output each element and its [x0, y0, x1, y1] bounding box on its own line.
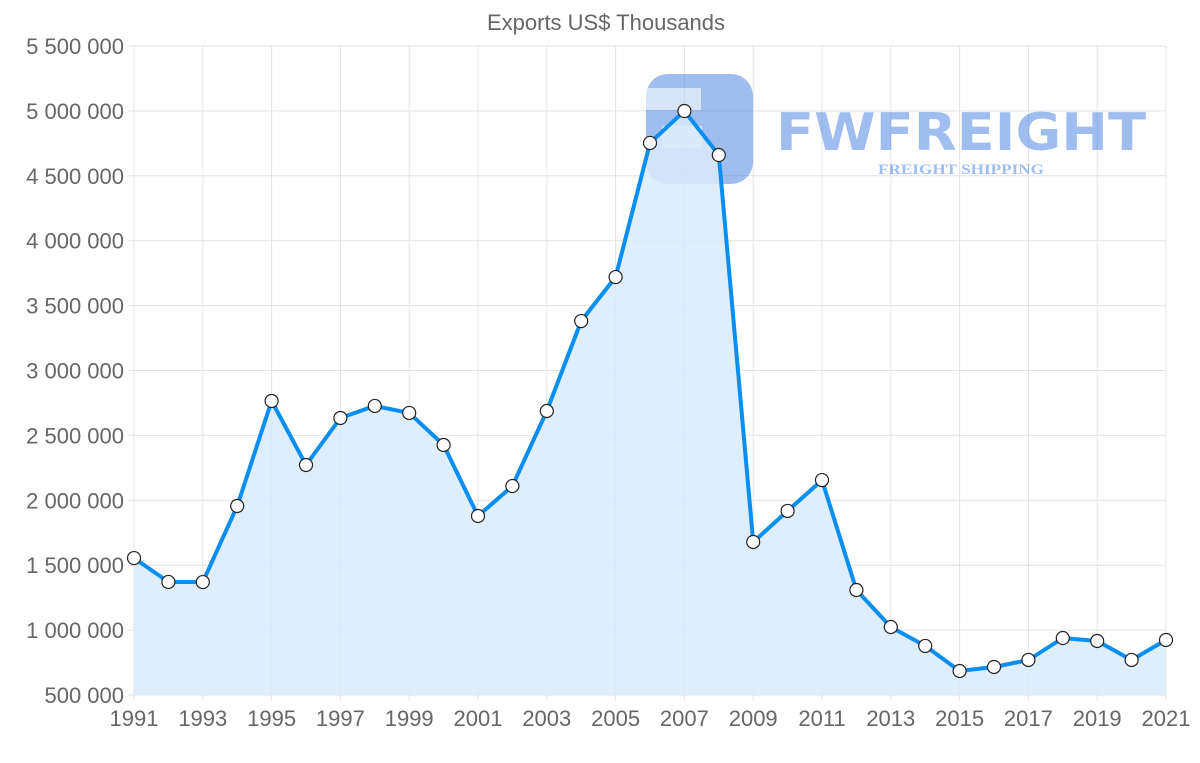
data-point-2014[interactable] [918, 638, 933, 654]
y-tick-label: 2 000 000 [26, 488, 124, 513]
x-tick-label: 1995 [247, 706, 296, 731]
watermark-brand: FWFREIGHT [776, 103, 1147, 163]
data-point-2008[interactable] [711, 147, 726, 163]
data-point-2015[interactable] [952, 663, 967, 679]
x-tick-label: 1993 [178, 706, 227, 731]
y-tick-label: 1 500 000 [26, 553, 124, 578]
data-point-2016[interactable] [986, 659, 1002, 675]
data-point-2003[interactable] [539, 403, 554, 419]
x-tick-label: 2013 [866, 706, 915, 731]
chart-title: Exports US$ Thousands [487, 10, 725, 35]
data-point-2018[interactable] [1055, 630, 1070, 646]
y-tick-label: 1 000 000 [26, 618, 124, 643]
data-point-2009[interactable] [746, 534, 761, 550]
data-point-2004[interactable] [574, 313, 589, 329]
data-point-1993[interactable] [195, 574, 210, 590]
x-tick-label: 2003 [522, 706, 571, 731]
data-point-2000[interactable] [436, 437, 451, 453]
data-point-1992[interactable] [161, 574, 176, 590]
x-tick-label: 2011 [798, 706, 845, 731]
x-tick-label: 2017 [1004, 706, 1053, 731]
data-point-1996[interactable] [298, 457, 314, 473]
data-point-2007[interactable] [677, 103, 692, 119]
x-tick-label: 2021 [1142, 706, 1191, 731]
data-point-1998[interactable] [367, 398, 382, 414]
y-tick-label: 3 000 000 [26, 359, 124, 384]
data-point-2006[interactable] [642, 135, 658, 151]
x-tick-label: 2015 [935, 706, 984, 731]
data-point-2020[interactable] [1124, 652, 1139, 668]
data-points [126, 103, 1174, 679]
data-point-2011[interactable] [814, 472, 830, 488]
y-tick-label: 500 000 [44, 683, 124, 708]
data-point-2017[interactable] [1021, 652, 1036, 668]
y-tick-label: 5 000 000 [26, 99, 124, 124]
y-tick-label: 4 500 000 [26, 164, 124, 189]
data-point-1999[interactable] [402, 405, 417, 421]
y-tick-label: 5 500 000 [26, 34, 124, 59]
x-tick-label: 2019 [1073, 706, 1122, 731]
data-point-2013[interactable] [883, 619, 898, 635]
x-tick-label: 2007 [660, 706, 709, 731]
y-tick-label: 3 500 000 [26, 294, 124, 319]
y-tick-label: 2 500 000 [26, 423, 124, 448]
x-tick-label: 1991 [110, 706, 159, 731]
data-point-1995[interactable] [264, 393, 279, 409]
y-tick-label: 4 000 000 [26, 229, 124, 254]
x-tick-label: 2001 [454, 706, 503, 731]
series-area-fill [134, 111, 1166, 695]
x-tick-label: 2005 [591, 706, 640, 731]
data-point-1997[interactable] [333, 410, 348, 426]
x-axis: 1991 1993 1995 1997 1999 2001 2003 2005 2007 2009… [110, 706, 1191, 731]
data-point-2001[interactable] [470, 508, 486, 524]
x-tick-label: 2009 [729, 706, 778, 731]
data-point-2012[interactable] [849, 582, 864, 598]
data-point-2010[interactable] [780, 503, 795, 519]
data-point-2021[interactable] [1158, 632, 1174, 648]
data-point-1991[interactable] [126, 550, 142, 566]
y-axis: 500 000 1 000 000 1 500 000 2 000 000 2 500 … [26, 34, 124, 708]
data-point-2019[interactable] [1090, 633, 1105, 649]
watermark-tagline: FREIGHT SHIPPING [878, 162, 1044, 178]
data-point-2002[interactable] [505, 478, 520, 494]
x-tick-label: 1999 [385, 706, 434, 731]
data-point-2005[interactable] [608, 269, 623, 285]
data-point-1994[interactable] [230, 498, 245, 514]
x-tick-label: 1997 [316, 706, 365, 731]
